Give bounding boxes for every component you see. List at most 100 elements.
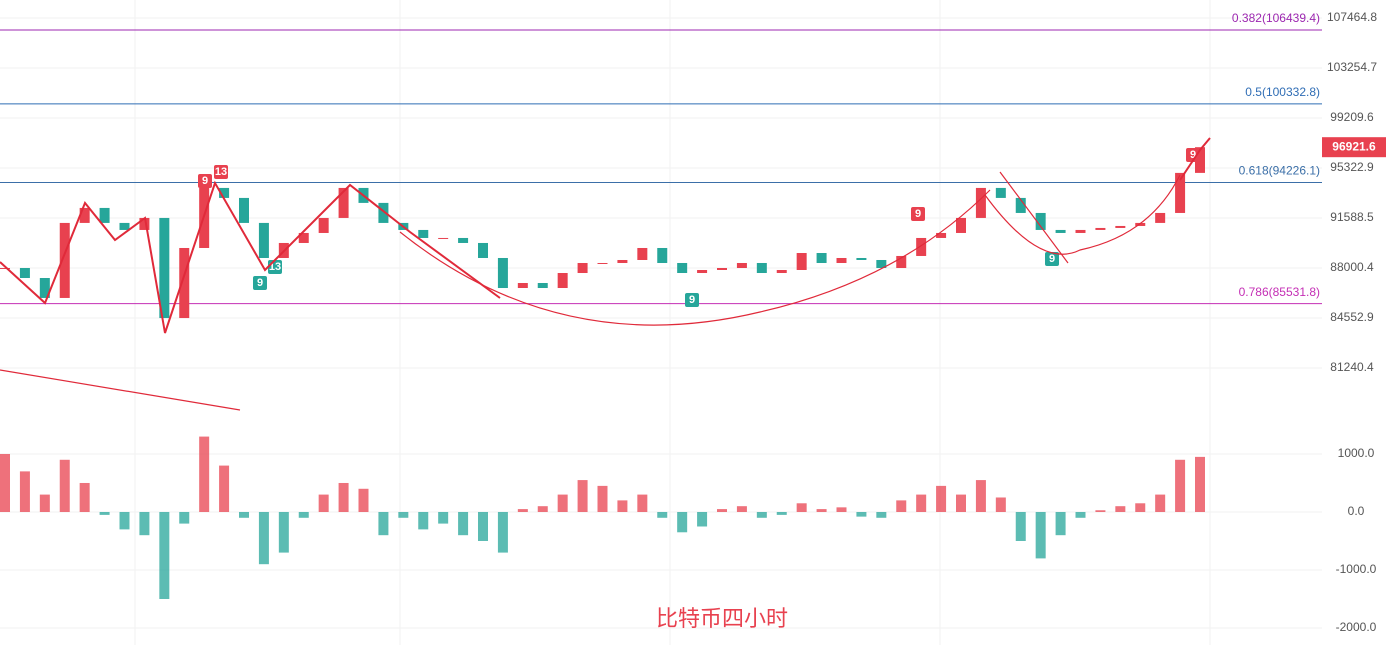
macd-bar <box>597 485 608 512</box>
y-tick-label: -1000.0 <box>1336 562 1377 576</box>
y-tick-label: 88000.4 <box>1330 260 1374 274</box>
candle <box>159 217 170 319</box>
fib-label: 0.5(100332.8) <box>1245 85 1320 99</box>
macd-bar <box>517 509 528 512</box>
fib-label: 0.786(85531.8) <box>1239 285 1320 299</box>
macd-bar <box>1115 506 1126 512</box>
macd-bar <box>856 511 867 517</box>
macd-bar <box>239 511 249 518</box>
td-marker <box>685 293 699 307</box>
candle <box>19 268 30 279</box>
macd-bar <box>438 511 449 524</box>
candle <box>756 262 767 274</box>
macd-bar <box>0 453 10 512</box>
y-tick-label: 1000.0 <box>1338 446 1375 460</box>
macd-bar <box>59 459 70 512</box>
candle <box>1015 197 1026 213</box>
candle <box>438 237 449 239</box>
candle <box>995 187 1006 198</box>
candle <box>119 222 130 230</box>
macd-bar <box>119 511 130 530</box>
candle <box>597 262 608 264</box>
macd-bar <box>418 511 429 530</box>
macd-bar <box>776 511 787 515</box>
trend-line <box>999 171 1069 264</box>
y-tick-label: 81240.4 <box>1330 360 1374 374</box>
macd-bar <box>1075 511 1086 518</box>
td-marker-label: 13 <box>215 166 227 178</box>
macd-bar <box>298 511 309 518</box>
macd-bar <box>796 503 807 512</box>
macd-bar <box>1135 503 1146 512</box>
candle <box>736 262 747 269</box>
candle <box>99 207 110 223</box>
macd-bar <box>717 509 727 512</box>
candle <box>577 262 588 274</box>
td-marker-label: 9 <box>689 294 695 306</box>
macd-bar <box>936 485 947 512</box>
macd-bar <box>896 500 907 512</box>
macd-bar <box>378 511 389 536</box>
candle <box>816 253 827 263</box>
candle <box>497 257 508 289</box>
candle <box>717 268 727 270</box>
td-marker-label: 9 <box>257 277 263 289</box>
macd-bar <box>756 511 767 518</box>
macd-bar <box>338 482 349 512</box>
macd-bar <box>697 511 708 527</box>
macd-bar <box>179 511 190 524</box>
td-marker <box>198 174 212 188</box>
macd-bar <box>537 506 548 512</box>
candle <box>39 278 50 298</box>
macd-bar <box>398 511 409 518</box>
macd-bar <box>1195 456 1205 512</box>
candle <box>836 257 847 263</box>
candle <box>139 217 150 230</box>
macd-bar <box>1015 511 1026 541</box>
candle <box>697 269 708 274</box>
y-tick-label: 91588.5 <box>1330 210 1374 224</box>
macd-bar <box>956 494 966 512</box>
candle <box>378 202 389 223</box>
macd-bar <box>139 511 150 536</box>
macd-bar <box>637 494 648 512</box>
y-tick-label: -2000.0 <box>1336 620 1377 634</box>
candle <box>956 217 966 233</box>
candle <box>179 247 190 319</box>
macd-bar <box>617 500 628 512</box>
y-tick-label: 99209.6 <box>1330 110 1374 124</box>
candle <box>418 229 429 238</box>
candle <box>796 253 807 270</box>
macd-bar <box>358 488 369 512</box>
macd-bar <box>836 507 847 512</box>
td-marker-label: 9 <box>1190 149 1196 161</box>
y-tick-label: 103254.7 <box>1327 60 1377 74</box>
candle <box>896 255 907 269</box>
macd-bar <box>1035 511 1046 559</box>
macd-bar <box>657 511 668 518</box>
td-marker <box>253 276 267 290</box>
candle <box>517 283 528 289</box>
candle <box>1115 225 1126 228</box>
candle <box>1035 212 1046 230</box>
macd-bar <box>39 494 50 512</box>
macd-bar <box>199 436 210 512</box>
candle <box>219 187 230 198</box>
macd-bar <box>1175 459 1186 512</box>
macd-bar <box>159 511 170 599</box>
macd-bar <box>736 506 747 512</box>
macd-bar <box>876 511 887 518</box>
macd-bar <box>1095 510 1106 512</box>
td-marker <box>1045 252 1059 266</box>
candle <box>936 232 947 238</box>
td-marker <box>911 207 925 221</box>
td-marker-label: 13 <box>269 261 281 273</box>
macd-bar <box>577 480 588 512</box>
drawings <box>0 137 1211 411</box>
candle <box>79 207 90 223</box>
candle <box>1075 229 1086 233</box>
macd-bar <box>557 494 568 512</box>
candle <box>59 222 70 298</box>
candle <box>0 268 10 270</box>
